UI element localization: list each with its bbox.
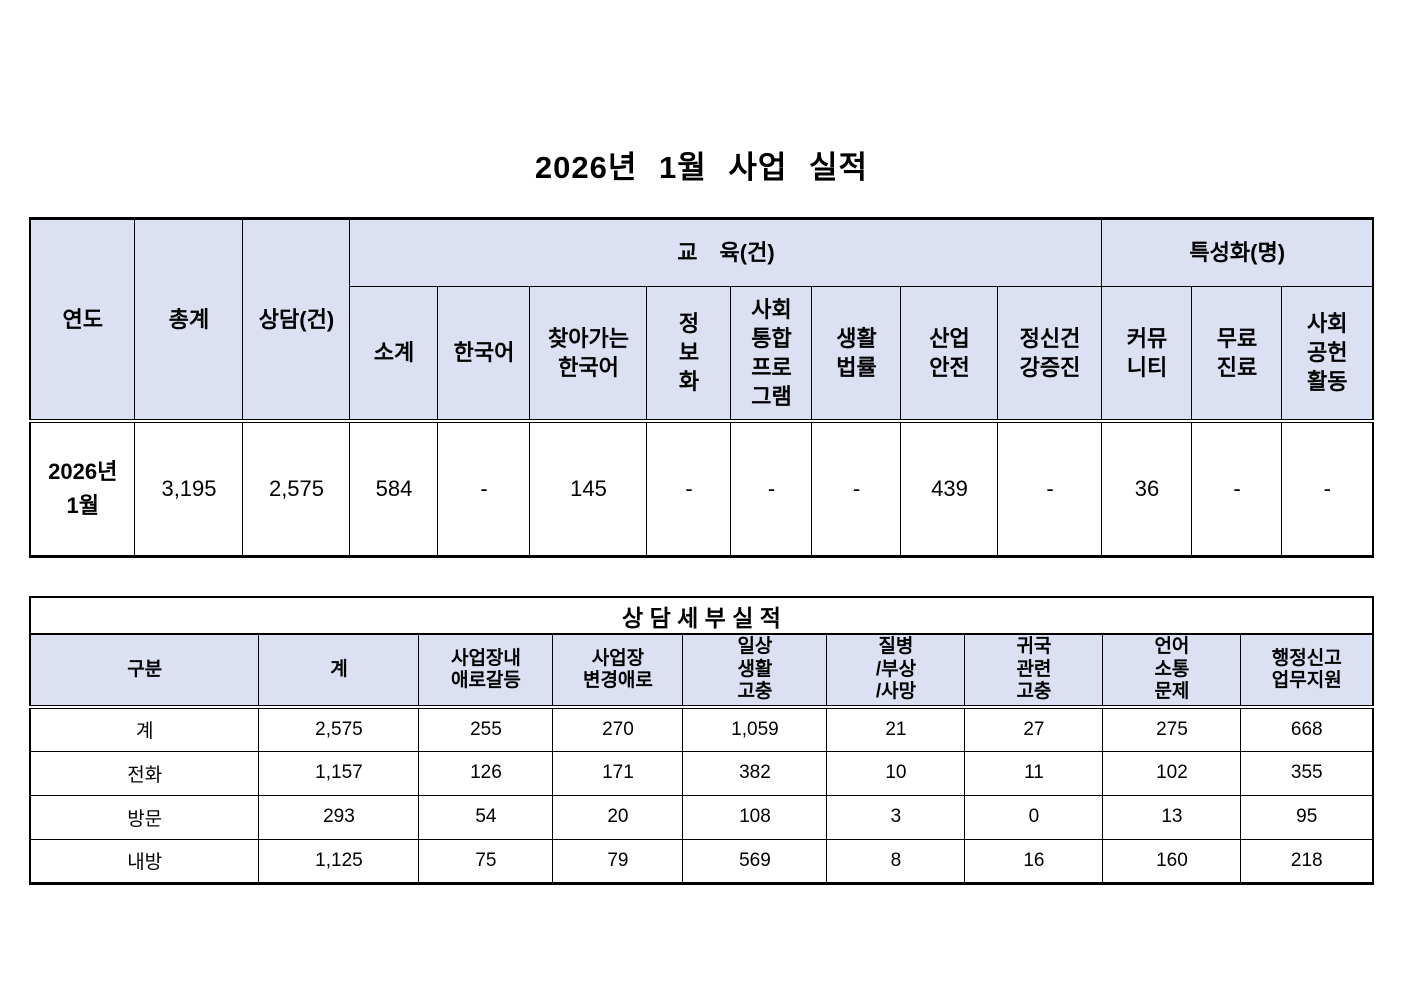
detail-header-workplace-conflict: 사업장내 애로갈등 [418, 633, 554, 709]
header-spec-social-contribution: 사회 공헌 활동 [1281, 286, 1374, 423]
cell-edu-informatization: - [646, 420, 732, 557]
detail-header-row: 구분 계 사업장내 애로갈등 사업장 변경애로 일상 생활 고충 질병 /부상 … [29, 633, 1374, 709]
header-education-group: 교 육(건) [349, 218, 1103, 287]
header-year: 연도 [29, 218, 136, 423]
detail-row-visit-out: 방문 293 54 20 108 3 0 13 95 [29, 794, 1374, 840]
detail-row-label: 계 [29, 706, 260, 752]
detail-cell: 293 [258, 794, 420, 840]
header-spec-free-clinic: 무료 진료 [1191, 286, 1283, 423]
detail-cell: 27 [964, 706, 1104, 752]
header-specialization-group: 특성화(명) [1101, 218, 1374, 287]
perf-data-row: 2026년 1월 3,195 2,575 584 - 145 - - - 439… [29, 420, 1374, 557]
detail-header-daily-life: 일상 생활 고충 [682, 633, 828, 709]
detail-cell: 8 [826, 838, 966, 884]
detail-cell: 95 [1240, 794, 1374, 840]
detail-cell: 21 [826, 706, 966, 752]
detail-cell: 255 [418, 706, 554, 752]
header-edu-informatization: 정 보 화 [646, 286, 732, 423]
detail-header-illness-injury: 질병 /부상 /사망 [826, 633, 966, 709]
detail-cell: 54 [418, 794, 554, 840]
header-consultation: 상담(건) [242, 218, 351, 423]
performance-summary-table: 연도 총계 상담(건) 교 육(건) 특성화(명) 소계 한국어 찾아가는 한국… [28, 217, 1374, 558]
header-edu-social-integration: 사회 통합 프로 그램 [730, 286, 813, 423]
cell-edu-subtotal: 584 [349, 420, 439, 557]
cell-edu-visiting-korean: 145 [529, 420, 648, 557]
detail-title-row: 상 담 세 부 실 적 [29, 596, 1374, 635]
detail-cell: 3 [826, 794, 966, 840]
detail-cell: 382 [682, 750, 828, 796]
detail-cell: 108 [682, 794, 828, 840]
detail-header-category: 구분 [29, 633, 260, 709]
detail-cell: 16 [964, 838, 1104, 884]
detail-cell: 160 [1102, 838, 1242, 884]
detail-cell: 13 [1102, 794, 1242, 840]
detail-cell: 1,157 [258, 750, 420, 796]
detail-cell: 668 [1240, 706, 1374, 752]
detail-cell: 10 [826, 750, 966, 796]
cell-year: 2026년 1월 [29, 420, 136, 557]
detail-cell: 11 [964, 750, 1104, 796]
detail-cell: 218 [1240, 838, 1374, 884]
detail-row-label: 내방 [29, 838, 260, 884]
perf-header-sub-row: 소계 한국어 찾아가는 한국어 정 보 화 사회 통합 프로 그램 생활 법률 … [30, 286, 1374, 423]
detail-header-admin-support: 행정신고 업무지원 [1240, 633, 1374, 709]
cell-edu-social-integration: - [730, 420, 813, 557]
detail-row-label: 전화 [29, 750, 260, 796]
header-edu-subtotal: 소계 [349, 286, 439, 423]
document-title: 2026년 1월 사업 실적 [534, 150, 869, 185]
cell-spec-community: 36 [1101, 420, 1193, 557]
header-grand-total: 총계 [134, 218, 244, 423]
detail-cell: 102 [1102, 750, 1242, 796]
detail-cell: 2,575 [258, 706, 420, 752]
detail-cell: 569 [682, 838, 828, 884]
header-spec-community: 커뮤 니티 [1101, 286, 1193, 423]
cell-edu-mental-health: - [997, 420, 1103, 557]
header-edu-life-law: 생활 법률 [811, 286, 902, 423]
detail-row-phone: 전화 1,157 126 171 382 10 11 102 355 [29, 750, 1374, 796]
detail-header-return-home: 귀국 관련 고충 [964, 633, 1104, 709]
header-edu-korean: 한국어 [437, 286, 531, 423]
cell-spec-social-contribution: - [1281, 420, 1374, 557]
detail-cell: 126 [418, 750, 554, 796]
header-edu-industrial-safety: 산업 안전 [900, 286, 999, 423]
detail-cell: 171 [552, 750, 684, 796]
detail-cell: 270 [552, 706, 684, 752]
consultation-detail-table: 상 담 세 부 실 적 구분 계 사업장내 애로갈등 사업장 변경애로 일상 생… [28, 596, 1375, 885]
detail-cell: 75 [418, 838, 554, 884]
detail-row-total: 계 2,575 255 270 1,059 21 27 275 668 [29, 706, 1374, 752]
detail-table-title: 상 담 세 부 실 적 [29, 596, 1374, 635]
detail-row-label: 방문 [29, 794, 260, 840]
cell-spec-free-clinic: - [1191, 420, 1283, 557]
detail-header-language: 언어 소통 문제 [1102, 633, 1242, 709]
header-edu-visiting-korean: 찾아가는 한국어 [529, 286, 648, 423]
detail-cell: 355 [1240, 750, 1374, 796]
detail-cell: 79 [552, 838, 684, 884]
cell-edu-industrial-safety: 439 [900, 420, 999, 557]
cell-edu-life-law: - [811, 420, 902, 557]
detail-cell: 1,059 [682, 706, 828, 752]
detail-cell: 20 [552, 794, 684, 840]
header-edu-mental-health: 정신건 강증진 [997, 286, 1103, 423]
detail-cell: 275 [1102, 706, 1242, 752]
detail-cell: 1,125 [258, 838, 420, 884]
detail-cell: 0 [964, 794, 1104, 840]
detail-row-visit-in: 내방 1,125 75 79 569 8 16 160 218 [29, 838, 1374, 884]
detail-header-workplace-change: 사업장 변경애로 [552, 633, 684, 709]
perf-header-group-row: 연도 총계 상담(건) 교 육(건) 특성화(명) [29, 218, 1374, 423]
cell-grand-total: 3,195 [134, 420, 244, 557]
cell-edu-korean: - [437, 420, 531, 557]
detail-header-total: 계 [258, 633, 420, 709]
cell-consultation: 2,575 [242, 420, 351, 557]
